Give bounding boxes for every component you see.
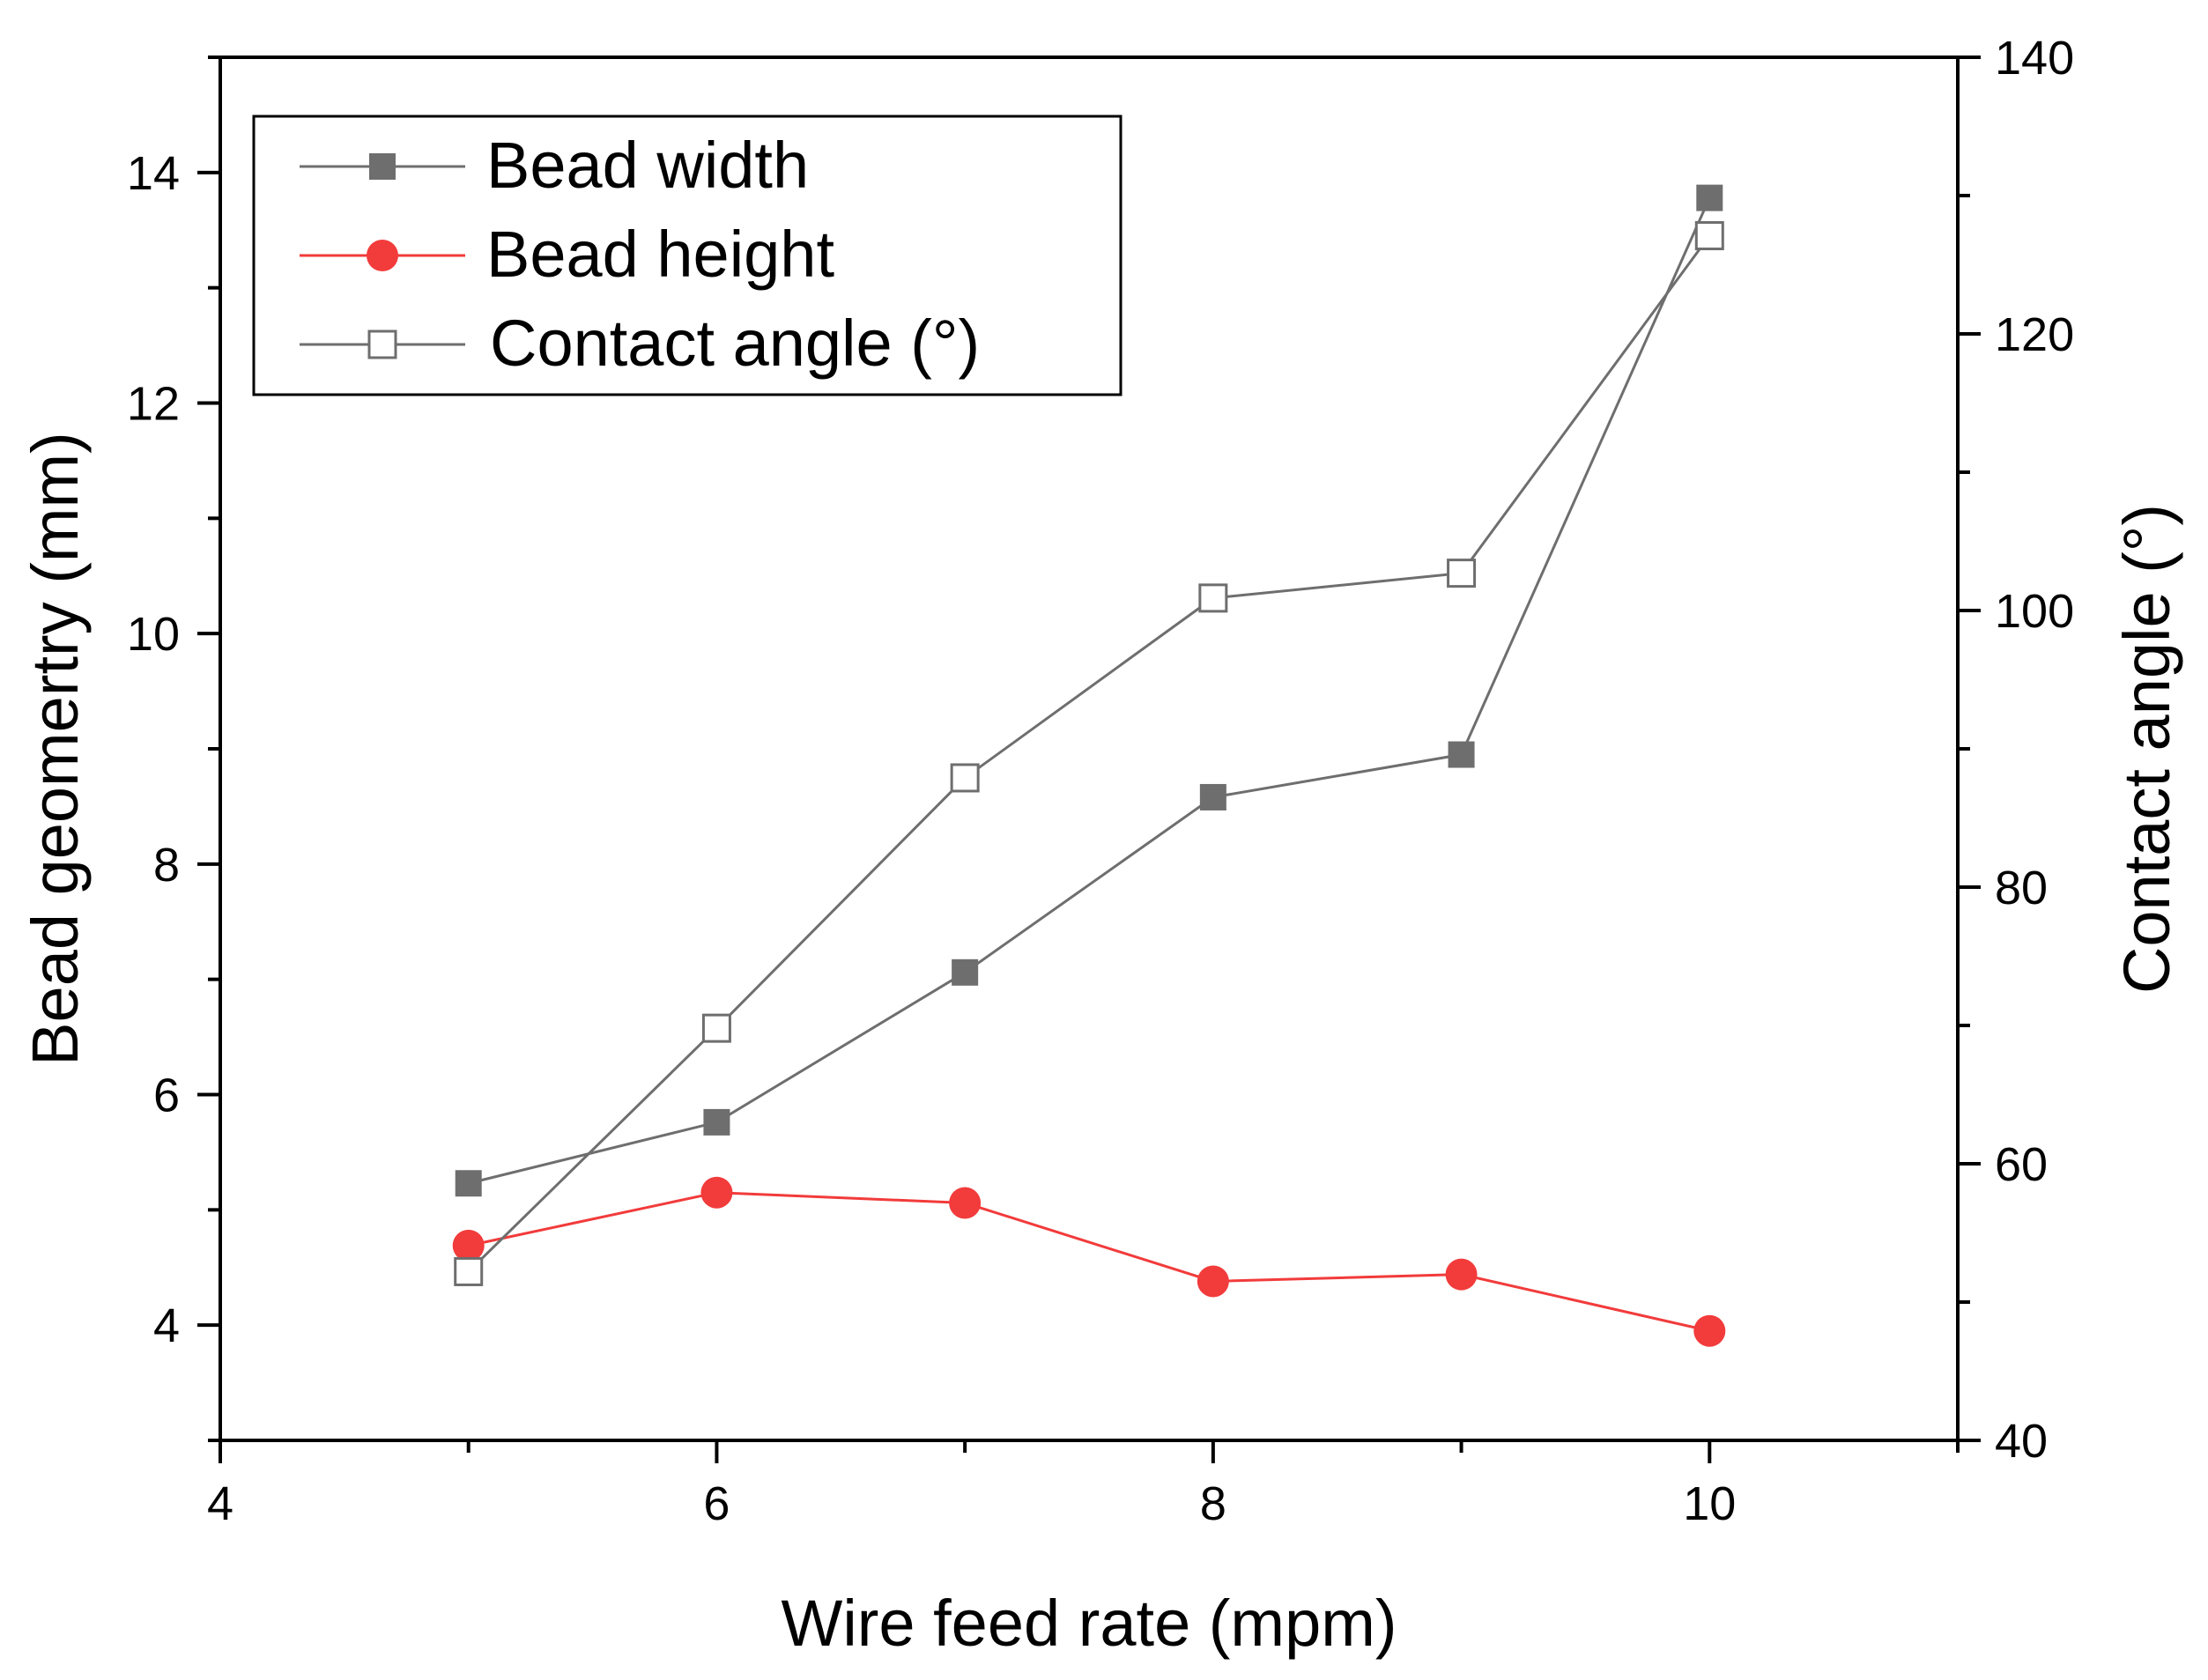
series-line-contact-angle	[467, 234, 1711, 1273]
point-contact-angle	[1447, 559, 1477, 588]
point-contact-angle	[454, 1256, 484, 1286]
series-layer	[452, 184, 1726, 1347]
y2-tick-label: 140	[1995, 32, 2074, 85]
x-tick-label: 10	[1683, 1477, 1736, 1530]
series-line-bead-width	[468, 197, 1711, 1185]
y2-tick-label: 80	[1995, 862, 2048, 914]
x-tick-label: 4	[207, 1477, 233, 1530]
y-axis-ticks: 4 6 8 10 12 14	[127, 56, 220, 1442]
point-contact-angle	[1694, 221, 1724, 251]
legend-marker-bead-height	[367, 240, 398, 271]
x-tick-label: 8	[1200, 1477, 1226, 1530]
y-tick-label: 12	[127, 378, 180, 431]
y2-tick-label: 100	[1995, 585, 2074, 638]
point-bead-height	[1693, 1314, 1726, 1347]
x-axis-ticks: 4 6 8 10	[207, 1440, 1960, 1530]
legend-label-bead-height: Bead height	[486, 218, 834, 291]
legend-marker-contact-angle	[367, 329, 397, 359]
y2-tick-label: 60	[1995, 1138, 2048, 1191]
y2-axis-title: Contact angle (°)	[2110, 504, 2183, 994]
point-bead-width	[1696, 184, 1723, 211]
point-bead-width	[703, 1108, 730, 1136]
y2-tick-label: 120	[1995, 308, 2074, 361]
y-tick-label: 10	[127, 608, 180, 661]
x-axis-title: Wire feed rate (mpm)	[781, 1587, 1397, 1660]
point-bead-height	[700, 1176, 733, 1209]
legend-marker-bead-width	[369, 153, 396, 180]
point-contact-angle	[950, 763, 980, 793]
legend-label-contact-angle: Contact angle (°)	[490, 307, 980, 380]
y-tick-label: 14	[127, 147, 180, 200]
point-bead-height	[452, 1229, 485, 1262]
x-tick-label: 6	[703, 1477, 730, 1530]
y2-tick-label: 40	[1995, 1415, 2048, 1468]
point-bead-height	[1445, 1258, 1478, 1291]
point-bead-width	[1199, 783, 1226, 810]
y-tick-label: 8	[153, 839, 180, 892]
y-tick-label: 6	[153, 1069, 180, 1122]
point-bead-height	[949, 1187, 982, 1219]
point-contact-angle	[1198, 583, 1228, 613]
point-contact-angle	[701, 1013, 731, 1043]
point-bead-width	[455, 1170, 482, 1197]
y-axis-title: Bead geomertry (mm)	[19, 432, 92, 1066]
legend: Bead width Bead height Contact angle (°)	[252, 115, 1123, 396]
y2-axis-ticks: 40 60 80 100 120 140	[1958, 32, 2074, 1468]
series-line-bead-height	[468, 1191, 1710, 1333]
point-bead-width	[1448, 741, 1475, 768]
y-tick-label: 4	[153, 1299, 180, 1352]
point-bead-width	[952, 958, 979, 986]
point-bead-height	[1197, 1265, 1229, 1298]
legend-label-bead-width: Bead width	[486, 129, 809, 202]
